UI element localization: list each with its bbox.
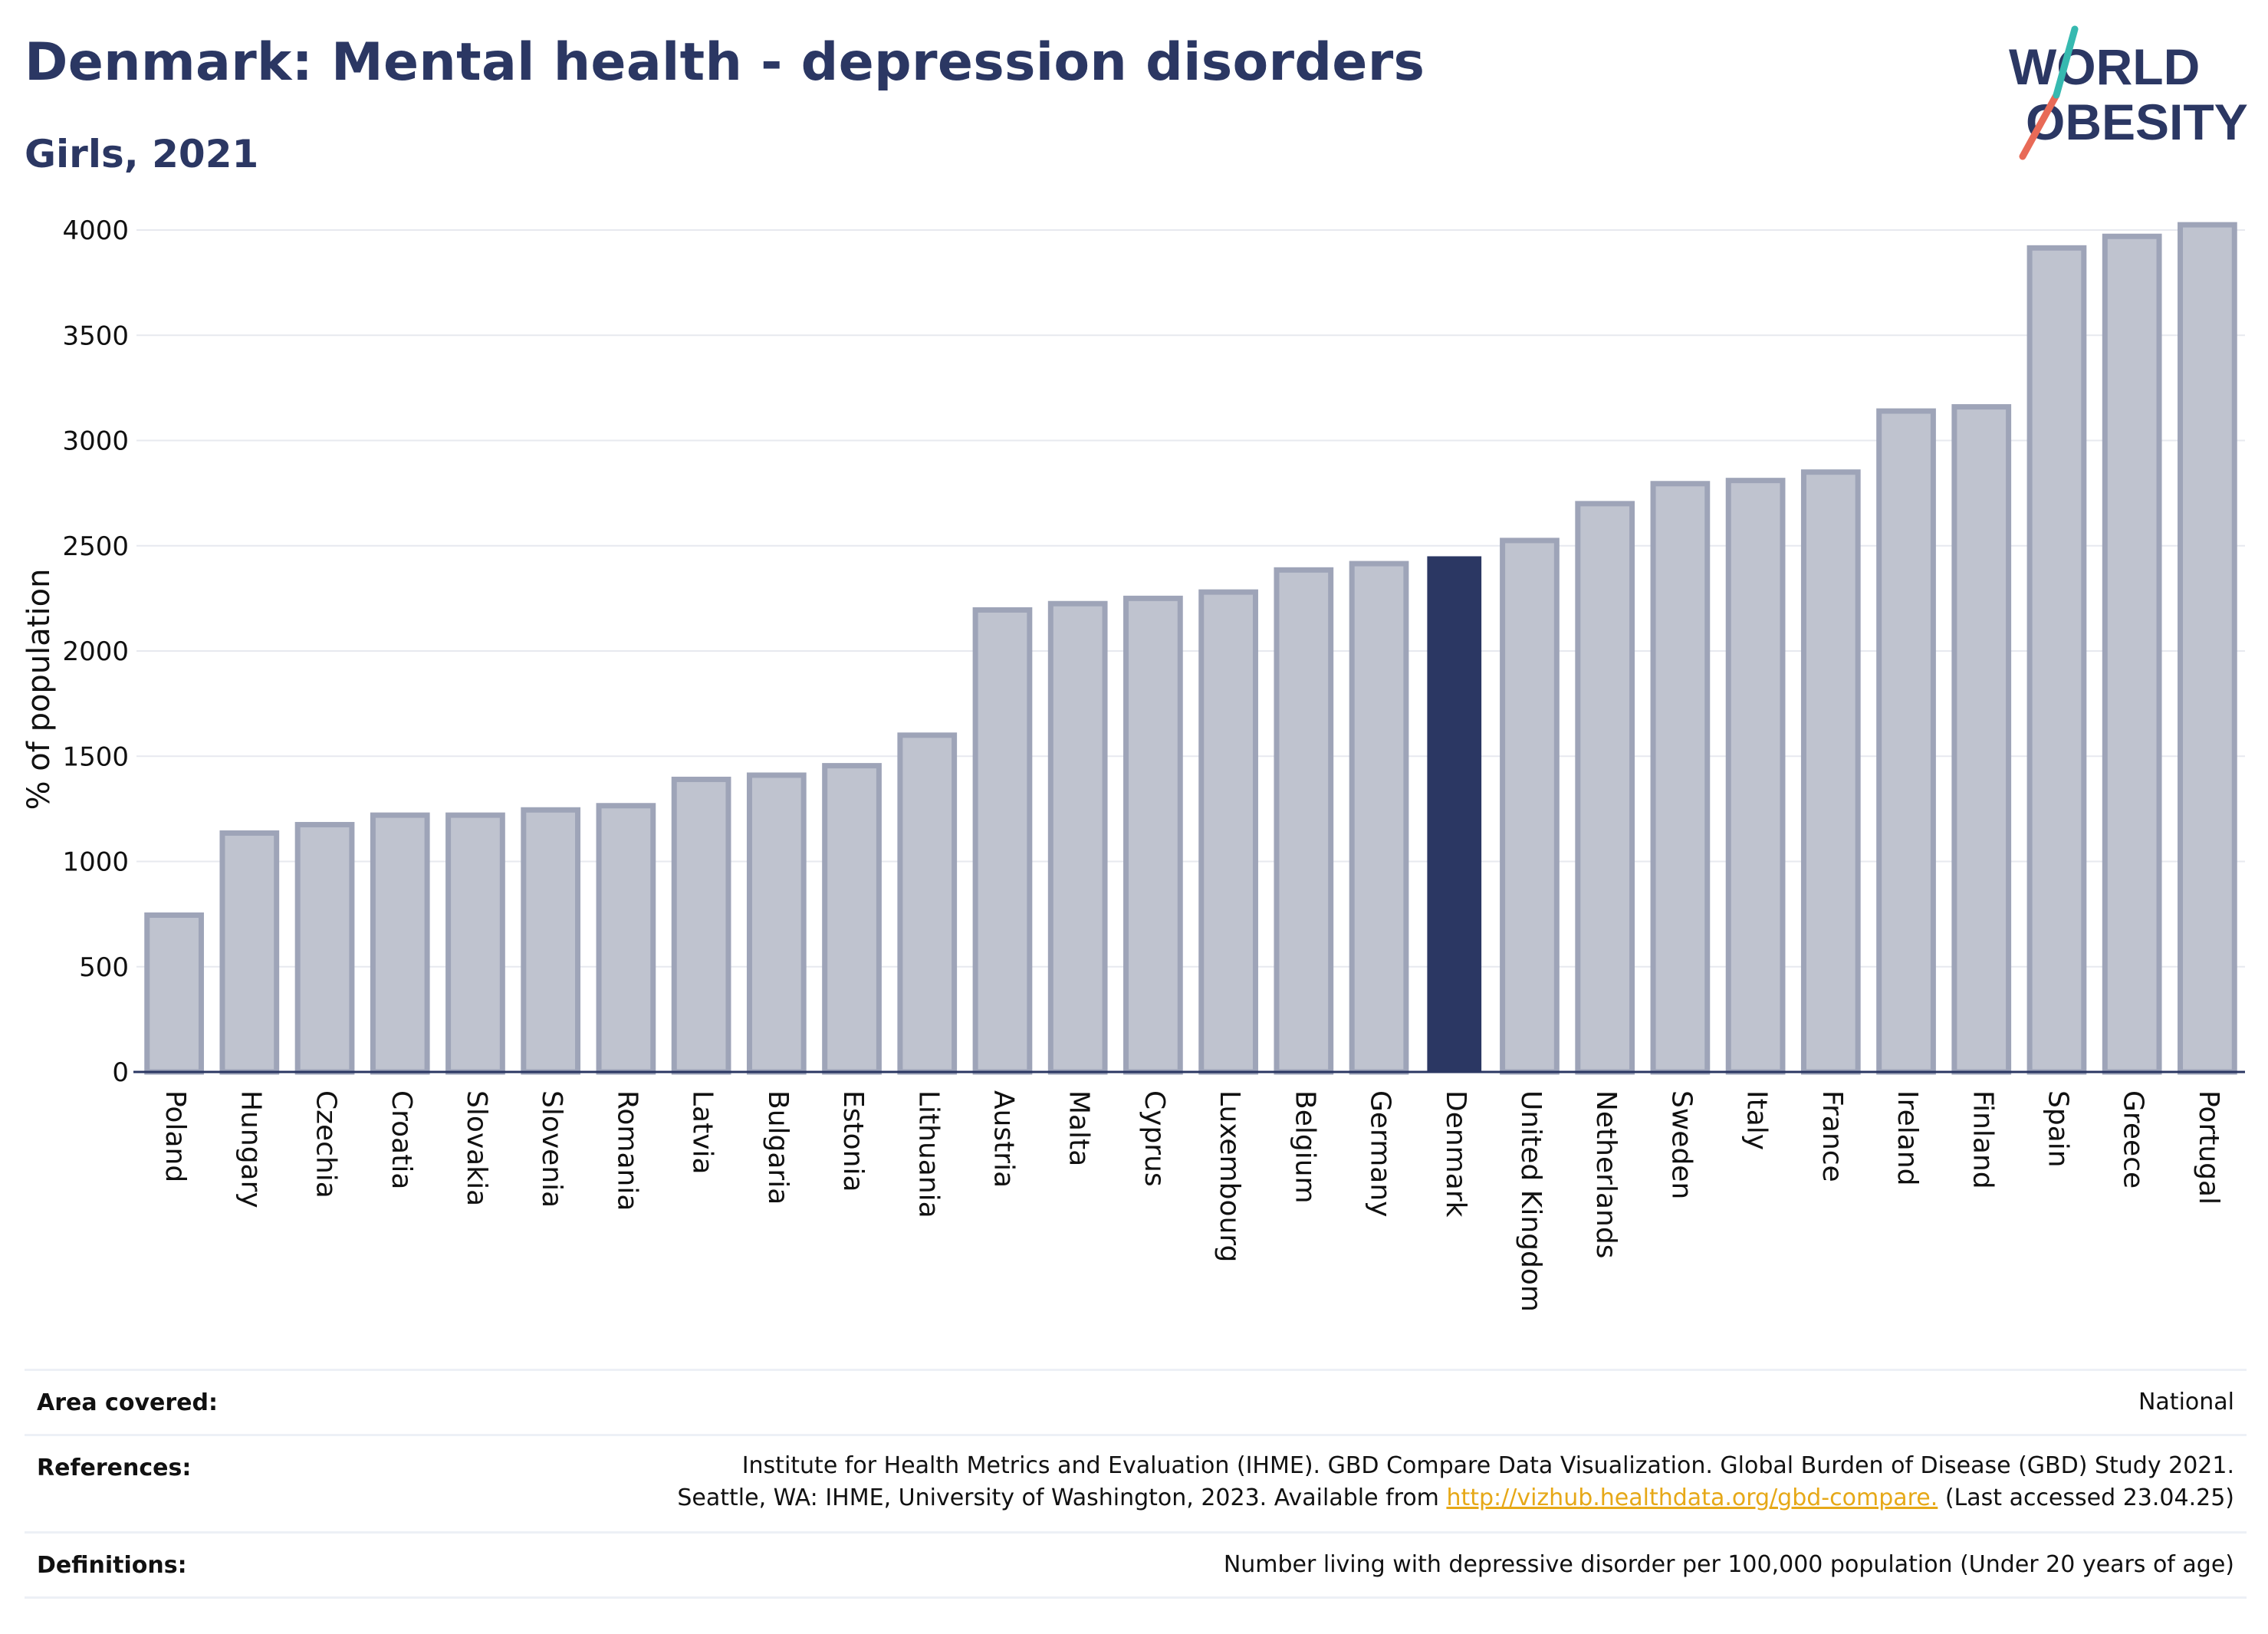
bar-slovenia[interactable] <box>521 807 581 1075</box>
references-link[interactable]: http://vizhub.healthdata.org/gbd-compare… <box>1446 1484 1938 1511</box>
metadata-table: Area covered: National References: Insti… <box>25 1369 2247 1599</box>
meta-row-area: Area covered: National <box>25 1369 2247 1434</box>
x-tick-label: Hungary <box>235 1090 266 1208</box>
x-tick-label: Netherlands <box>1590 1090 1622 1258</box>
bar-malta[interactable] <box>1047 600 1108 1075</box>
y-tick-label: 2000 <box>62 636 129 667</box>
y-axis-label: % of population <box>21 569 57 810</box>
bar-portugal[interactable] <box>2178 222 2237 1075</box>
x-tick-label: Lithuania <box>912 1090 944 1218</box>
bar-poland[interactable] <box>144 912 204 1075</box>
x-tick-label: Denmark <box>1440 1090 1471 1218</box>
bar-netherlands[interactable] <box>1575 501 1635 1075</box>
bar-france[interactable] <box>1800 469 1861 1075</box>
area-value: National <box>2138 1389 2234 1415</box>
bar-germany[interactable] <box>1349 561 1409 1075</box>
x-tick-label: Malta <box>1063 1090 1095 1166</box>
x-tick-label: Germany <box>1365 1090 1396 1217</box>
y-tick-label: 4000 <box>62 215 129 246</box>
definitions-value: Number living with depressive disorder p… <box>1223 1551 2234 1578</box>
world-obesity-logo: WORLD OBESITY <box>2009 25 2248 160</box>
bar-italy[interactable] <box>1725 478 1786 1075</box>
meta-row-definitions: Definitions: Number living with depressi… <box>25 1531 2247 1599</box>
references-line2-pre: Seattle, WA: IHME, University of Washing… <box>677 1484 1447 1511</box>
x-tick-label: Slovenia <box>536 1090 567 1208</box>
chart-title: Denmark: Mental health - depression diso… <box>25 32 1425 93</box>
bar-sweden[interactable] <box>1650 481 1711 1075</box>
bar-romania[interactable] <box>596 803 656 1075</box>
y-tick-label: 500 <box>79 952 129 983</box>
bar-chart: 0 500 1000 1500 2000 2500 3000 3500 4000 Poland H… <box>21 215 2245 1312</box>
logo-slash-teal <box>2053 25 2079 99</box>
y-tick-label: 3000 <box>62 426 129 457</box>
x-tick-label: United Kingdom <box>1515 1090 1547 1312</box>
x-axis-ticks: Poland Hungary Czechia Croatia Slovakia Slove… <box>159 1090 2224 1312</box>
bar-hungary[interactable] <box>219 830 280 1075</box>
x-tick-label: Slovakia <box>461 1090 492 1206</box>
area-label: Area covered: <box>37 1389 218 1416</box>
bar-slovakia[interactable] <box>445 812 505 1075</box>
x-tick-label: Cyprus <box>1139 1090 1170 1187</box>
x-tick-label: Greece <box>2118 1090 2149 1189</box>
x-tick-label: Belgium <box>1289 1090 1320 1204</box>
bar-czechia[interactable] <box>294 821 355 1075</box>
bar-latvia[interactable] <box>671 776 731 1075</box>
meta-row-references: References: Institute for Health Metrics… <box>25 1434 2247 1531</box>
x-tick-label: Estonia <box>837 1090 869 1192</box>
references-line1: Institute for Health Metrics and Evaluat… <box>741 1452 2234 1479</box>
bar-luxembourg[interactable] <box>1198 589 1258 1075</box>
bar-belgium[interactable] <box>1274 567 1334 1075</box>
x-tick-label: Bulgaria <box>762 1090 794 1205</box>
logo-slash-red <box>2019 91 2060 160</box>
x-tick-label: Poland <box>159 1090 191 1182</box>
definitions-label: Definitions: <box>37 1552 187 1579</box>
bar-spain[interactable] <box>2026 245 2087 1075</box>
y-tick-label: 3500 <box>62 321 129 351</box>
x-tick-label: Spain <box>2042 1090 2073 1168</box>
references-line2-post: (Last accessed 23.04.25) <box>1938 1484 2234 1511</box>
references-value: Institute for Health Metrics and Evaluat… <box>677 1450 2234 1514</box>
x-tick-label: Portugal <box>2193 1090 2224 1205</box>
bar-lithuania[interactable] <box>897 732 958 1075</box>
y-tick-label: 1000 <box>62 847 129 878</box>
references-label: References: <box>37 1455 192 1481</box>
logo-line2: OBESITY <box>2026 94 2248 150</box>
bar-bulgaria[interactable] <box>746 772 807 1075</box>
x-tick-label: Croatia <box>386 1090 417 1189</box>
bar-greece[interactable] <box>2102 233 2162 1075</box>
bar-united-kingdom[interactable] <box>1500 538 1560 1075</box>
x-tick-label: Finland <box>1967 1090 1998 1189</box>
y-axis-ticks: 0 500 1000 1500 2000 2500 3000 3500 4000 <box>62 215 129 1088</box>
bar-ireland[interactable] <box>1876 408 1936 1075</box>
y-tick-label: 0 <box>112 1057 129 1088</box>
x-tick-label: Czechia <box>311 1090 342 1198</box>
bars <box>144 222 2237 1075</box>
bar-finland[interactable] <box>1951 404 2012 1075</box>
bar-estonia[interactable] <box>822 763 882 1075</box>
bar-denmark[interactable] <box>1427 556 1482 1072</box>
y-tick-label: 1500 <box>62 741 129 772</box>
chart-subtitle: Girls, 2021 <box>25 132 259 176</box>
x-tick-label: Romania <box>611 1090 643 1211</box>
y-tick-label: 2500 <box>62 531 129 562</box>
x-tick-label: Ireland <box>1892 1090 1923 1186</box>
bar-cyprus[interactable] <box>1123 595 1183 1075</box>
x-tick-label: Italy <box>1741 1090 1773 1150</box>
x-tick-label: Austria <box>988 1090 1019 1188</box>
x-tick-label: France <box>1816 1090 1848 1182</box>
bar-austria[interactable] <box>972 607 1033 1075</box>
bar-croatia[interactable] <box>370 812 430 1075</box>
logo-line1: WORLD <box>2009 38 2200 95</box>
x-tick-label: Luxembourg <box>1214 1090 1245 1262</box>
x-tick-label: Latvia <box>687 1090 718 1175</box>
x-tick-label: Sweden <box>1665 1090 1697 1199</box>
